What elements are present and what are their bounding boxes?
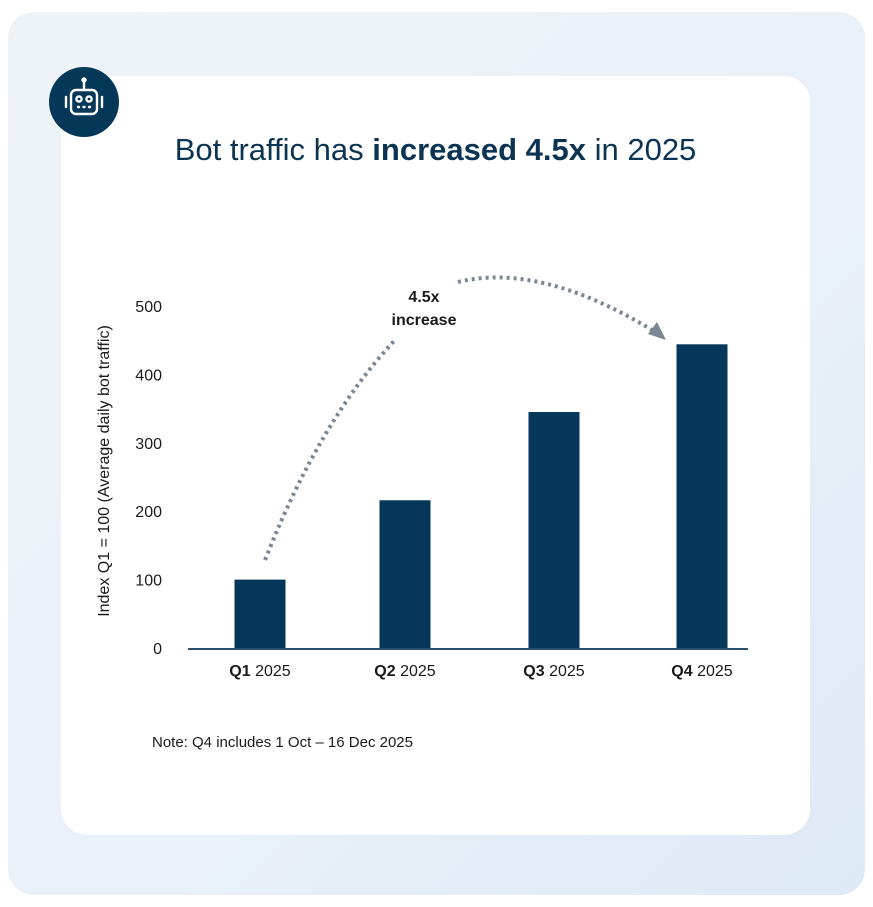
y-tick-label: 0 [153, 641, 162, 658]
title-prefix: Bot traffic has [174, 132, 373, 167]
bar-q4 [676, 344, 728, 648]
y-tick-label: 100 [135, 573, 162, 590]
title-suffix: in 2025 [585, 132, 697, 167]
y-tick-label: 400 [135, 367, 162, 384]
chart-note: Note: Q4 includes 1 Oct – 16 Dec 2025 [152, 734, 413, 751]
y-tick-label: 200 [135, 504, 162, 521]
title-emphasis: increased 4.5x [372, 132, 586, 167]
y-tick-label: 300 [135, 436, 162, 453]
x-tick-label: Q1 2025 [229, 663, 290, 680]
annotation-label: 4.5x [408, 289, 439, 306]
annotation-label: increase [392, 312, 457, 329]
x-tick-label: Q4 2025 [671, 663, 732, 680]
bar-q2 [379, 500, 431, 648]
bar-q1 [234, 579, 286, 648]
annotation-arrow-start [263, 338, 397, 561]
chart-title: Bot traffic has increased 4.5x in 2025 [61, 132, 810, 168]
robot-icon [49, 67, 119, 137]
y-axis-label: Index Q1 = 100 (Average daily bot traffi… [96, 325, 113, 617]
annotation-arrow-end [457, 275, 654, 332]
y-tick-label: 500 [135, 299, 162, 316]
x-tick-label: Q3 2025 [523, 663, 584, 680]
bar-q3 [528, 412, 580, 648]
x-tick-label: Q2 2025 [374, 663, 435, 680]
arrow-head-icon [648, 322, 666, 340]
